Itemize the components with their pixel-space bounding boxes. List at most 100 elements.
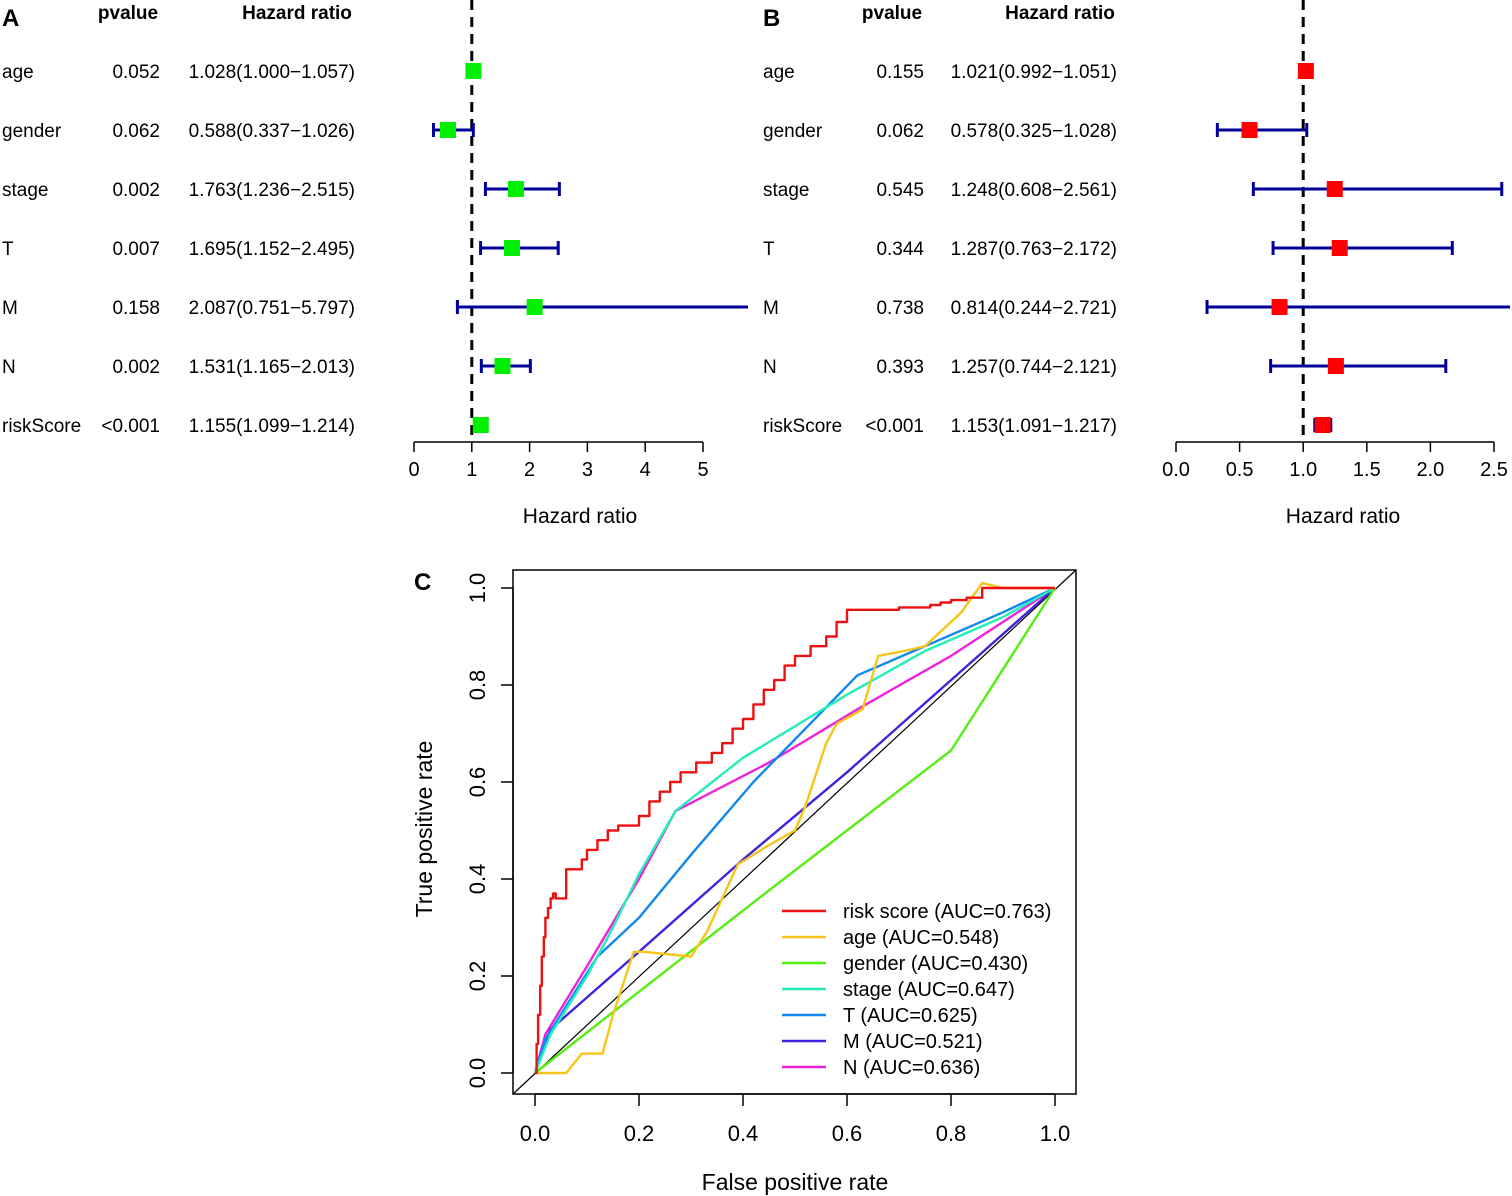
row-name: age: [2, 62, 34, 83]
x-tick-label: 1.0: [1040, 1121, 1071, 1146]
row-name: N: [2, 357, 16, 378]
hr-marker: [1326, 181, 1343, 197]
x-tick-label: 0.0: [1162, 459, 1190, 481]
roc-curve-age: [535, 581, 1055, 1075]
row-hazard-ratio: 0.814(0.244−2.721): [951, 298, 1117, 319]
hr-header-a: Hazard ratio: [242, 3, 352, 24]
row-name: N: [763, 357, 777, 378]
row-hazard-ratio: 1.248(0.608−2.561): [951, 180, 1117, 201]
legend-entry: N (AUC=0.636): [843, 1057, 980, 1079]
row-name: stage: [763, 180, 809, 201]
hr-marker: [1241, 122, 1258, 138]
x-tick-label: 0.4: [728, 1121, 759, 1146]
hr-marker: [1331, 240, 1348, 256]
hr-marker: [494, 358, 511, 374]
hr-marker: [1297, 63, 1314, 79]
x-tick-label: 0.0: [520, 1121, 551, 1146]
legend-entry: T (AUC=0.625): [843, 1005, 978, 1027]
y-tick-label: 0.6: [465, 767, 490, 798]
hr-marker: [439, 122, 456, 138]
legend-entry: risk score (AUC=0.763): [843, 901, 1051, 923]
row-hazard-ratio: 1.287(0.763−2.172): [951, 239, 1117, 260]
y-tick-label: 1.0: [465, 573, 490, 604]
roc-curve-gender: [534, 587, 1057, 1074]
x-tick-label: 2.0: [1416, 459, 1444, 481]
hr-marker: [465, 63, 482, 79]
row-name: riskScore: [2, 416, 81, 437]
row-name: M: [763, 298, 779, 319]
hr-header-b: Hazard ratio: [1005, 3, 1115, 24]
hr-marker: [472, 417, 489, 433]
row-name: T: [2, 239, 14, 260]
x-axis-title-a: Hazard ratio: [523, 505, 637, 528]
row-name: stage: [2, 180, 48, 201]
row-name: gender: [2, 121, 62, 142]
y-tick-label: 0.0: [465, 1058, 490, 1089]
row-hazard-ratio: 1.153(1.091−1.217): [951, 416, 1117, 437]
roc-curve-stage: [533, 586, 1056, 1074]
y-tick-label: 0.8: [465, 670, 490, 701]
row-name: age: [763, 62, 795, 83]
row-pvalue: 0.062: [112, 121, 160, 142]
row-hazard-ratio: 1.021(0.992−1.051): [951, 62, 1117, 83]
x-tick-label: 4: [640, 459, 651, 481]
x-tick-label: 0.2: [624, 1121, 655, 1146]
row-pvalue: 0.002: [112, 357, 160, 378]
x-tick-label: 2.5: [1480, 459, 1508, 481]
row-pvalue: 0.007: [112, 239, 160, 260]
row-hazard-ratio: 1.763(1.236−2.515): [189, 180, 355, 201]
hr-marker: [1314, 417, 1331, 433]
panel-label-a: A: [2, 5, 19, 32]
roc-curve-t: [533, 586, 1056, 1074]
hr-marker: [503, 240, 520, 256]
legend-entry: gender (AUC=0.430): [843, 953, 1028, 975]
roc-curve-risk-score: [535, 586, 1055, 1075]
x-tick-label: 2: [524, 459, 535, 481]
row-pvalue: 0.052: [112, 62, 160, 83]
x-tick-label: 1.0: [1289, 459, 1317, 481]
row-pvalue: <0.001: [865, 416, 924, 437]
x-tick-label: 1.5: [1353, 459, 1381, 481]
row-pvalue: 0.155: [876, 62, 924, 83]
row-name: M: [2, 298, 18, 319]
x-tick-label: 0.8: [936, 1121, 967, 1146]
row-pvalue: 0.344: [876, 239, 924, 260]
row-pvalue: 0.062: [876, 121, 924, 142]
row-hazard-ratio: 2.087(0.751−5.797): [189, 298, 355, 319]
hr-marker: [507, 181, 524, 197]
row-hazard-ratio: 1.028(1.000−1.057): [189, 62, 355, 83]
row-pvalue: <0.001: [101, 416, 160, 437]
x-axis-title-b: Hazard ratio: [1286, 505, 1400, 528]
pvalue-header-b: pvalue: [862, 3, 922, 24]
roc-plot: C False positive rate True positive rate…: [411, 569, 1077, 1195]
legend-entry: M (AUC=0.521): [843, 1031, 983, 1053]
row-hazard-ratio: 1.257(0.744−2.121): [951, 357, 1117, 378]
row-pvalue: 0.158: [112, 298, 160, 319]
forest-plot-b: B pvalue Hazard ratio Hazard ratio age 0.…: [763, 0, 1510, 528]
row-pvalue: 0.002: [112, 180, 160, 201]
row-name: T: [763, 239, 775, 260]
x-tick-label: 0.6: [832, 1121, 863, 1146]
y-axis-title-c: True positive rate: [411, 741, 437, 918]
pvalue-header-a: pvalue: [98, 3, 158, 24]
row-hazard-ratio: 1.695(1.152−2.495): [189, 239, 355, 260]
row-name: riskScore: [763, 416, 842, 437]
y-tick-label: 0.4: [465, 864, 490, 895]
row-hazard-ratio: 1.155(1.099−1.214): [189, 416, 355, 437]
x-tick-label: 3: [582, 459, 593, 481]
x-axis-title-c: False positive rate: [702, 1169, 889, 1195]
panel-label-b: B: [763, 5, 780, 32]
x-tick-label: 0: [408, 459, 419, 481]
x-tick-label: 0.5: [1226, 459, 1254, 481]
row-pvalue: 0.545: [876, 180, 924, 201]
y-tick-label: 0.2: [465, 961, 490, 992]
legend-entry: stage (AUC=0.647): [843, 979, 1015, 1001]
x-tick-label: 5: [697, 459, 708, 481]
x-tick-label: 1: [466, 459, 477, 481]
row-pvalue: 0.393: [876, 357, 924, 378]
forest-plot-a: A pvalue Hazard ratio Hazard ratio age 0.…: [2, 0, 748, 528]
hr-marker: [526, 299, 543, 315]
row-hazard-ratio: 1.531(1.165−2.013): [189, 357, 355, 378]
hr-marker: [1327, 358, 1344, 374]
